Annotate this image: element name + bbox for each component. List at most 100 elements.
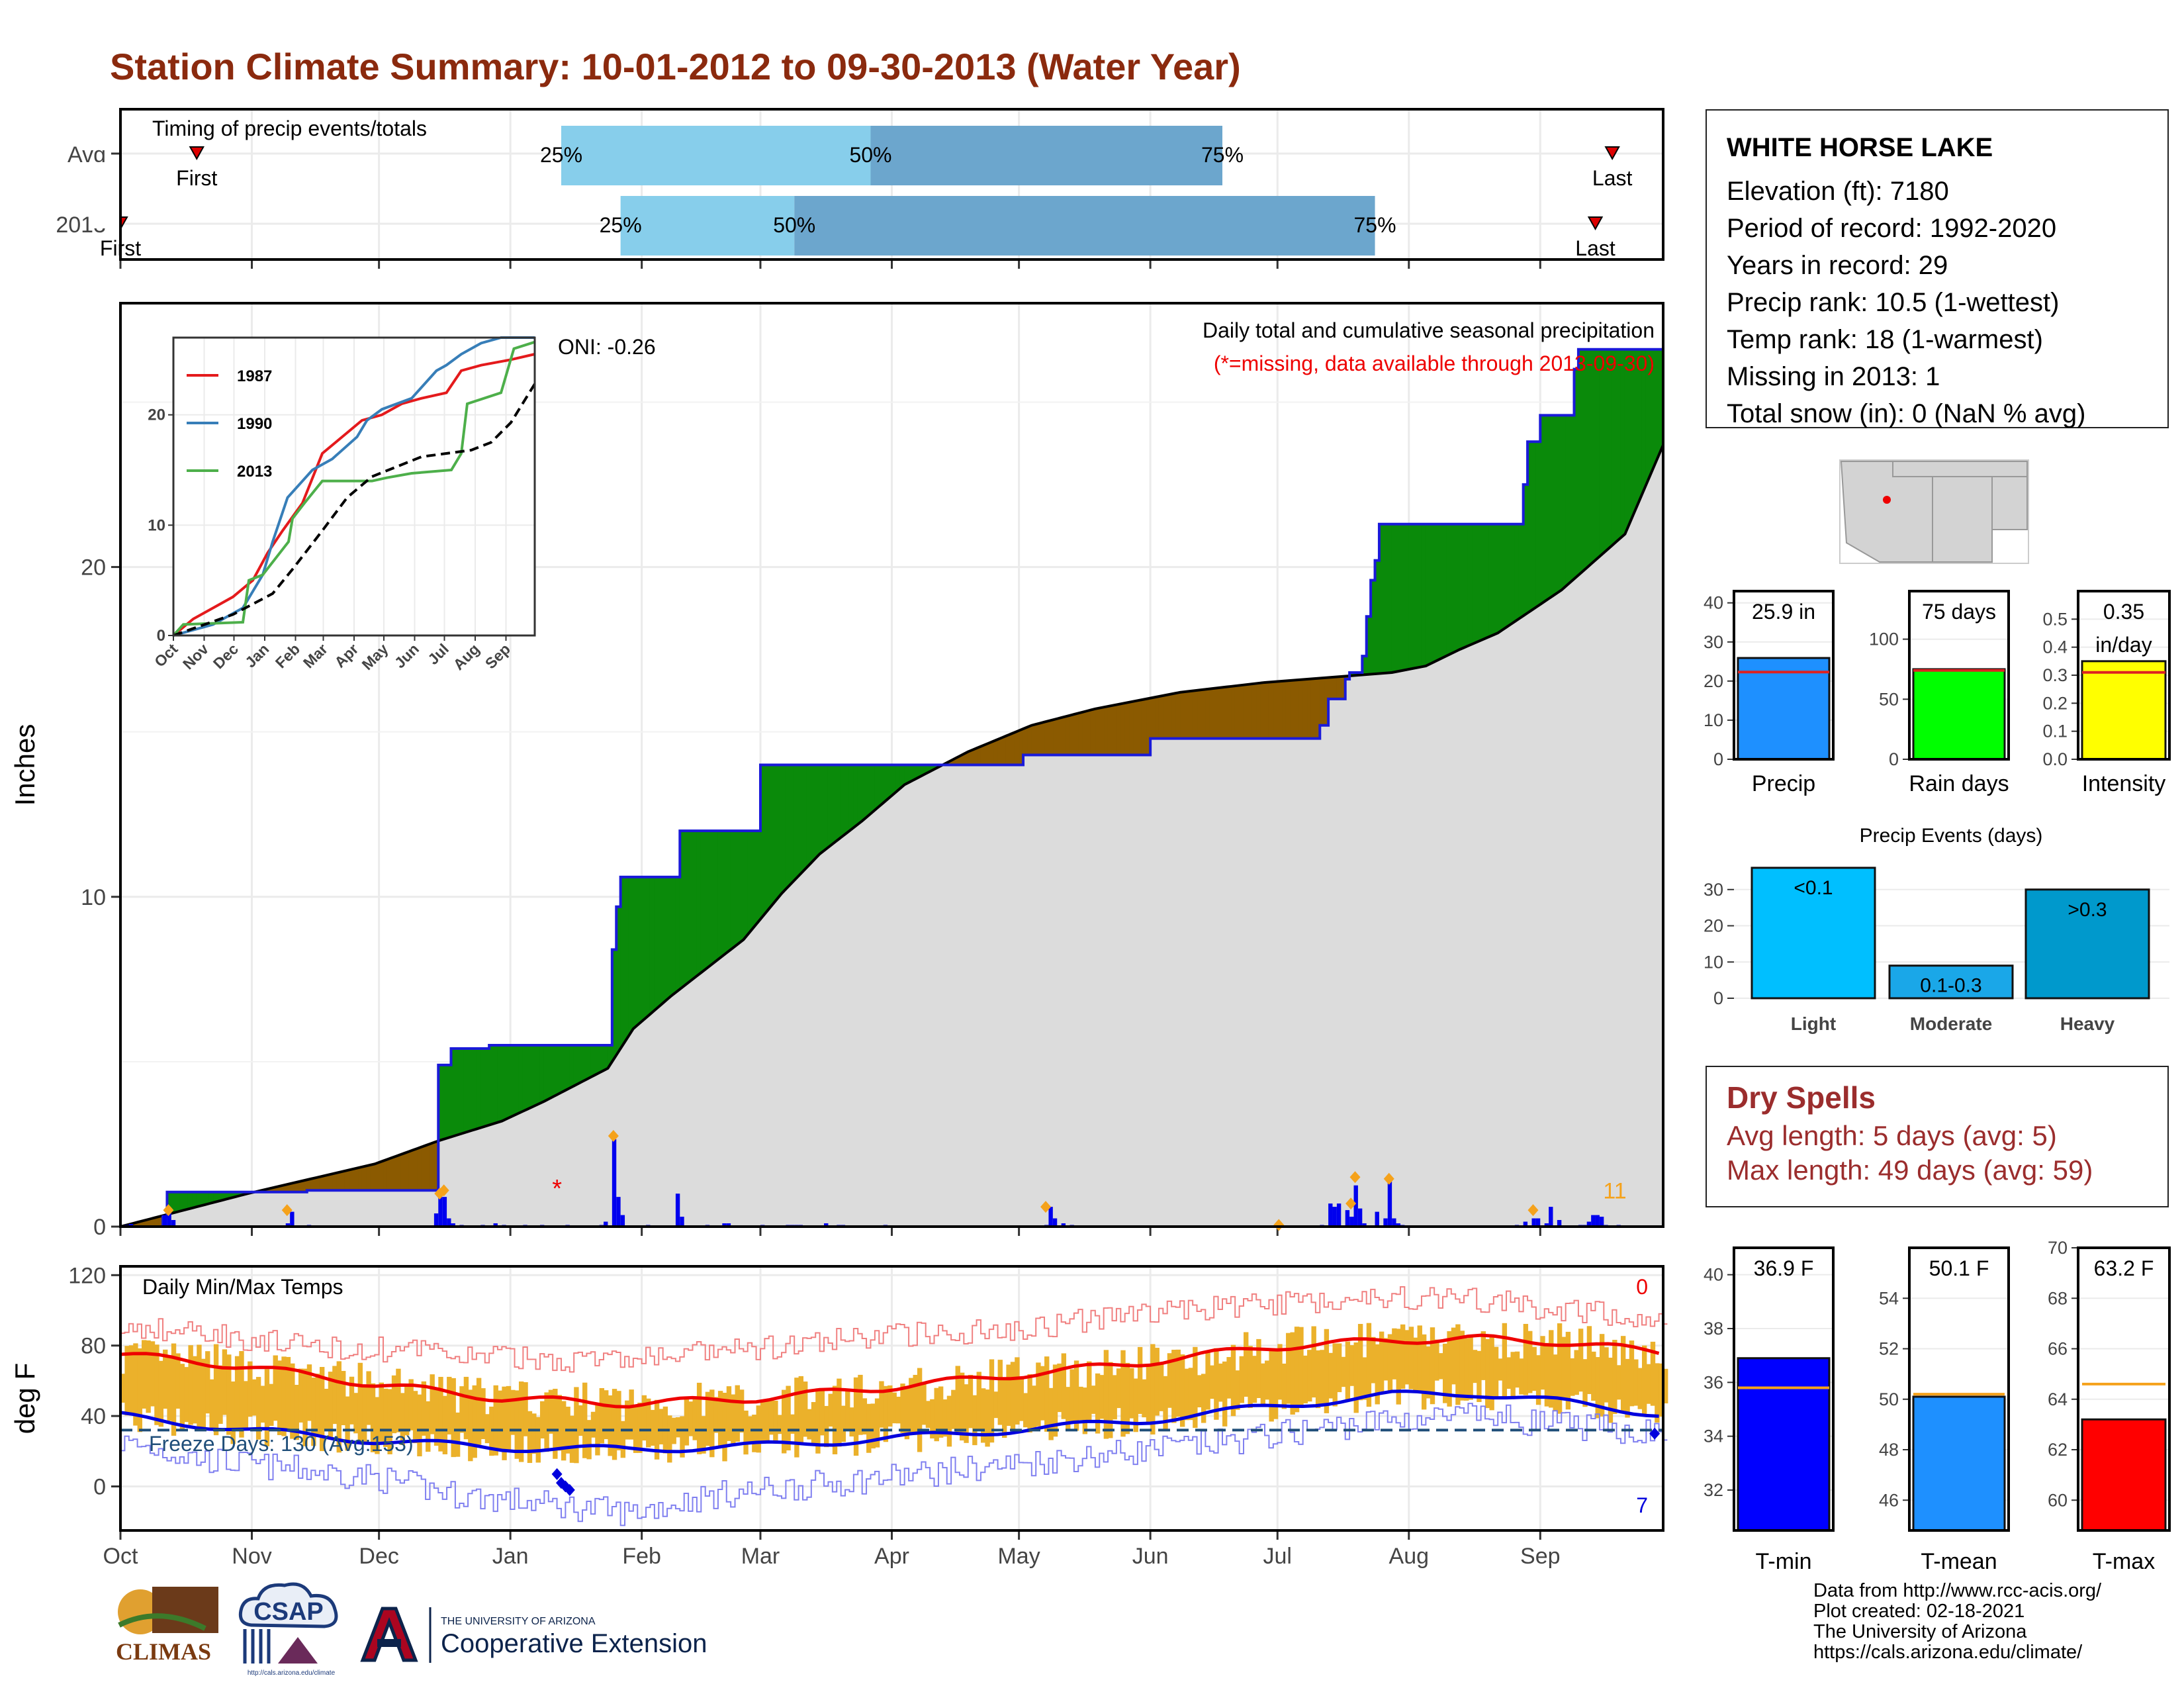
temp-daily-range-bar xyxy=(1120,1350,1126,1437)
temp-daily-range-bar xyxy=(1506,1357,1512,1389)
temp-cold-marker xyxy=(564,1483,575,1496)
precip-below-avg-fill xyxy=(1040,722,1045,756)
precip-above-avg-fill xyxy=(768,765,774,910)
temp-daily-range-bar xyxy=(553,1388,558,1459)
events-bar xyxy=(2025,888,2150,1000)
precip-above-avg-fill xyxy=(798,765,803,877)
csap-url-text: http://cals.arizona.edu/climate xyxy=(248,1669,336,1677)
temp-max-tick-label: 62 xyxy=(2048,1440,2068,1460)
temp-daily-range-bar xyxy=(480,1388,486,1440)
station-info-box: WHITE HORSE LAKE Elevation (ft): 7180 Pe… xyxy=(1706,109,2169,428)
temp-daily-range-bar xyxy=(298,1368,304,1423)
temp-daily-range-bar xyxy=(1604,1347,1609,1403)
temp-daily-range-bar xyxy=(557,1395,562,1451)
precip-below-avg-fill xyxy=(1069,714,1075,756)
precip-above-avg-fill xyxy=(878,765,884,808)
temp-daily-range-bar xyxy=(782,1389,787,1454)
precip-above-avg-fill xyxy=(1531,441,1537,611)
temp-daily-range-bar xyxy=(1019,1378,1024,1421)
temp-daily-range-bar xyxy=(815,1388,821,1454)
temp-daily-range-bar xyxy=(366,1371,371,1425)
precip-above-avg-fill xyxy=(582,1045,587,1082)
temp-daily-range-bar xyxy=(968,1374,974,1429)
temp-daily-range-bar xyxy=(837,1378,842,1447)
temp-daily-range-bar xyxy=(1273,1348,1279,1419)
temp-daily-range-bar xyxy=(218,1365,223,1424)
precip-below-avg-fill xyxy=(361,1165,367,1191)
temp-daily-range-bar xyxy=(1230,1344,1236,1417)
temp-daily-range-bar xyxy=(1421,1334,1427,1410)
precip-above-avg-fill xyxy=(777,765,782,900)
temp-daily-range-bar xyxy=(989,1359,995,1443)
precip-below-avg-fill xyxy=(1277,680,1283,739)
temp-daily-range-bar xyxy=(849,1407,854,1437)
temp-mean-bar xyxy=(1912,1395,2006,1532)
temp-daily-range-bar xyxy=(226,1354,232,1435)
precip-above-avg-fill xyxy=(866,765,871,818)
timing-bar-50-75 xyxy=(794,196,1375,256)
precip-above-avg-fill xyxy=(1391,524,1397,673)
temp-daily-range-bar xyxy=(290,1363,295,1439)
precip-above-avg-fill xyxy=(1586,349,1592,569)
precip-heavy-marker xyxy=(1349,1171,1361,1184)
precip-heavy-marker xyxy=(1040,1201,1052,1213)
dry-spells-avg: Avg length: 5 days (avg: 5) xyxy=(1727,1120,2057,1151)
inset-legend-label: 2013 xyxy=(237,463,272,481)
precip-below-avg-fill xyxy=(989,740,994,765)
temp-daily-range-bar xyxy=(497,1390,503,1451)
precip-panel-border xyxy=(119,302,1664,1228)
temp-daily-range-bar xyxy=(353,1393,359,1434)
events-title: Precip Events (days) xyxy=(1860,825,2043,847)
inset-series-line-1987 xyxy=(172,353,535,637)
temp-min-tick-label: 40 xyxy=(1704,1265,1723,1285)
precip-avg-line xyxy=(120,444,1664,1228)
precip-above-avg-fill xyxy=(467,1048,473,1133)
precip-above-avg-fill xyxy=(633,876,638,1030)
temp-daily-range-bar xyxy=(468,1389,473,1462)
temp-daily-range-bar xyxy=(1320,1350,1325,1406)
temp-daily-range-bar xyxy=(790,1414,796,1434)
intensity-value-label: in/day xyxy=(2095,633,2152,657)
temp-daily-range-bar xyxy=(909,1378,914,1434)
precip-below-avg-fill xyxy=(1289,679,1295,739)
temp-min-tick-label: 36 xyxy=(1704,1372,1723,1392)
precip-daily-bar xyxy=(1336,1203,1342,1227)
temp-daily-range-bar xyxy=(1362,1357,1367,1400)
precip-total-tick-label: 30 xyxy=(1704,632,1723,652)
precip-above-avg-fill xyxy=(488,1045,494,1126)
temp-daily-range-bar xyxy=(251,1379,257,1416)
precip-below-avg-fill xyxy=(997,737,1003,765)
temp-month-label: Mar xyxy=(741,1544,780,1569)
intensity-border xyxy=(2077,590,2171,761)
temp-daily-range-bar xyxy=(1612,1340,1617,1415)
precip-daily-bar xyxy=(433,1213,439,1227)
temp-max-category-label: T-max xyxy=(2093,1549,2155,1574)
climas-block-shape xyxy=(152,1587,218,1633)
precip-above-avg-fill xyxy=(781,765,786,895)
precip-below-avg-fill xyxy=(349,1168,354,1191)
temp-daily-range-bar xyxy=(1116,1368,1122,1409)
climas-swoosh-shape xyxy=(118,1613,206,1631)
precip-below-avg-fill xyxy=(1306,678,1312,739)
temp-daily-range-bar xyxy=(942,1399,948,1437)
precip-daily-bar xyxy=(171,1220,176,1227)
precip-below-avg-fill xyxy=(1082,710,1087,756)
temp-daily-range-bar xyxy=(904,1386,910,1440)
temp-daily-range-bar xyxy=(1069,1369,1075,1423)
temp-daily-range-bar xyxy=(1591,1351,1596,1401)
temp-daily-range-bar xyxy=(1565,1331,1571,1410)
temp-max-bar xyxy=(2081,1418,2167,1532)
precip-daily-bar xyxy=(1332,1207,1337,1227)
precip-above-avg-fill xyxy=(1514,524,1520,622)
intensity-tick-label: 0.1 xyxy=(2042,722,2068,741)
precip-below-avg-fill xyxy=(1128,700,1134,756)
temp-daily-range-bar xyxy=(527,1411,533,1464)
precip-above-avg-fill xyxy=(1565,414,1570,587)
precip-above-avg-fill xyxy=(700,830,706,974)
temp-daily-range-bar xyxy=(1480,1331,1486,1380)
precip-above-avg-fill xyxy=(573,1045,579,1087)
precip-above-avg-fill xyxy=(628,876,634,1037)
events-bar-label: >0.3 xyxy=(2068,899,2107,921)
events-bar xyxy=(1888,964,2014,1000)
temp-daily-range-bar xyxy=(1324,1329,1330,1413)
